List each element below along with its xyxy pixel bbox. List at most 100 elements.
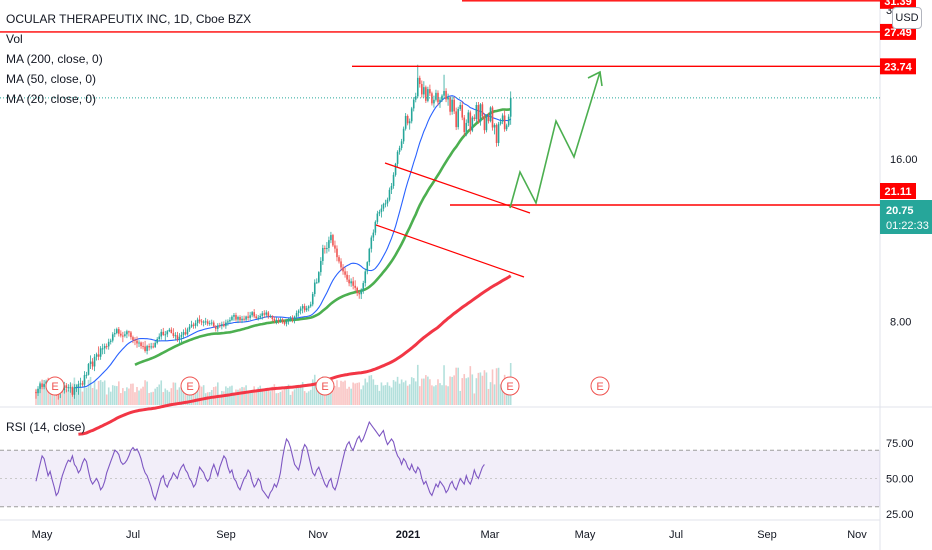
candle-body xyxy=(186,329,189,335)
candle-body xyxy=(93,356,96,367)
volume-bar xyxy=(196,386,199,405)
candle-body xyxy=(87,364,90,375)
volume-bar xyxy=(354,383,356,405)
candle-body xyxy=(136,340,138,344)
candle-body xyxy=(192,324,195,326)
candle-body xyxy=(297,310,300,314)
volume-bar xyxy=(162,392,165,405)
candle-body xyxy=(140,342,142,347)
volume-bar xyxy=(366,382,369,405)
volume-bar xyxy=(91,388,94,405)
volume-bar xyxy=(404,380,407,405)
candle-body xyxy=(134,339,136,341)
volume-bar xyxy=(132,383,134,405)
volume-bar xyxy=(449,376,451,405)
earnings-marker-circle xyxy=(590,376,610,396)
candle-body xyxy=(69,387,72,389)
volume-bar xyxy=(360,389,363,405)
candle-body xyxy=(148,346,150,348)
volume-bar xyxy=(421,378,423,405)
candle-body xyxy=(366,262,369,272)
volume-bar xyxy=(279,391,282,405)
candle-body xyxy=(196,319,199,324)
price-tag-31-39: 31.39 xyxy=(884,0,912,8)
volume-bar xyxy=(105,394,108,405)
candle-body xyxy=(388,189,391,200)
candle-body xyxy=(451,99,453,112)
volume-bar xyxy=(130,383,132,405)
candle-body xyxy=(384,203,387,205)
volume-bar xyxy=(118,381,120,405)
candle-body xyxy=(210,322,213,324)
candle-body xyxy=(465,122,468,133)
volume-bar xyxy=(65,389,68,405)
volume-bar xyxy=(221,390,223,405)
earnings-marker-label: E xyxy=(51,381,58,393)
candle-body xyxy=(277,319,280,322)
earnings-marker-circle xyxy=(45,376,65,396)
volume-bar xyxy=(194,388,197,405)
volume-bar xyxy=(109,391,112,405)
candle-body xyxy=(404,115,407,129)
volume-bar xyxy=(263,390,266,405)
price-tag-21-11: 21.11 xyxy=(885,186,912,198)
candle-body xyxy=(497,123,500,143)
candle-body xyxy=(275,319,278,322)
candle-body xyxy=(214,326,217,329)
candle-body xyxy=(344,271,346,275)
rsi-legend: RSI (14, close) xyxy=(6,420,86,434)
candle-body xyxy=(479,104,482,122)
candle-body xyxy=(309,304,312,307)
volume-bar xyxy=(465,378,468,405)
price-tag-27-49: 27.49 xyxy=(884,27,912,39)
currency-button[interactable]: USD xyxy=(892,7,922,29)
candle-body xyxy=(499,121,502,124)
candle-body xyxy=(503,115,506,130)
volume-bar xyxy=(481,375,484,405)
volume-bar xyxy=(235,389,237,405)
volume-bar xyxy=(453,375,455,405)
volume-bar xyxy=(293,389,296,405)
earnings-marker-circle xyxy=(500,376,520,396)
candle-body xyxy=(253,312,255,317)
volume-bar xyxy=(291,391,294,405)
volume-bar xyxy=(120,393,122,405)
volume-bar xyxy=(370,375,373,405)
volume-bar xyxy=(489,382,492,405)
candle-body xyxy=(233,315,235,317)
channel-upper-line xyxy=(384,162,531,214)
candle-body xyxy=(354,285,356,288)
candle-body xyxy=(184,332,187,335)
volume-bar xyxy=(182,386,185,405)
volume-bar xyxy=(289,394,292,405)
volume-bar xyxy=(427,376,429,405)
volume-bar xyxy=(483,370,486,405)
candle-body xyxy=(445,90,447,100)
candle-body xyxy=(477,104,480,122)
volume-bar xyxy=(358,382,360,405)
candle-body xyxy=(362,283,365,291)
candle-body xyxy=(313,282,316,295)
earnings-marker-label: E xyxy=(186,381,193,393)
volume-bar xyxy=(305,392,308,405)
candle-body xyxy=(95,354,98,357)
projection-path xyxy=(509,71,601,209)
candle-body xyxy=(487,116,490,122)
candle-body xyxy=(212,322,215,327)
volume-bar xyxy=(99,380,102,405)
candle-body xyxy=(287,319,290,322)
volume-bar xyxy=(79,388,82,405)
candle-body xyxy=(301,306,304,309)
candle-body xyxy=(227,321,229,323)
volume-bar xyxy=(176,389,179,405)
candle-body xyxy=(208,323,211,325)
volume-bar xyxy=(285,386,288,405)
volume-bar xyxy=(249,390,251,405)
candle-body xyxy=(225,322,227,327)
candle-body xyxy=(322,247,324,261)
candle-body xyxy=(423,87,425,95)
candle-body xyxy=(457,108,459,128)
candle-body xyxy=(305,308,308,311)
ma200-line xyxy=(78,274,512,436)
